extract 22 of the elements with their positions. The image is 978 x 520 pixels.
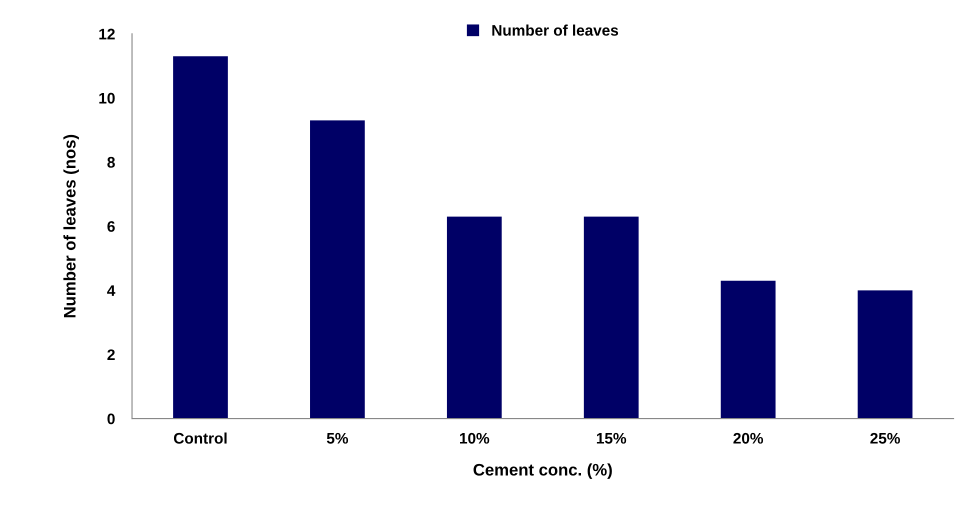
bar (858, 290, 912, 419)
x-tick-label: 10% (460, 432, 490, 444)
x-tick-label: 15% (596, 432, 626, 444)
y-tick-label: 4 (107, 285, 116, 296)
y-tick-label: 12 (99, 28, 115, 40)
bar (720, 280, 776, 419)
bar (173, 56, 228, 419)
bar (584, 216, 639, 419)
x-tick-label: 5% (326, 432, 348, 444)
y-tick-label: 10 (99, 92, 115, 104)
legend-label: Number of leaves (492, 24, 618, 36)
bar (446, 216, 502, 419)
bar (310, 120, 365, 419)
x-tick-label: Control (174, 432, 227, 444)
y-tick-label: 0 (107, 413, 115, 424)
y-axis-title: Number of leaves (nos) (63, 134, 79, 318)
x-axis-title: Cement conc. (%) (474, 463, 612, 479)
x-tick-label: 25% (870, 432, 900, 444)
y-tick-label: 2 (107, 349, 115, 360)
y-tick-label: 8 (107, 156, 115, 168)
x-tick-label: 20% (733, 432, 764, 444)
y-tick-label: 6 (107, 221, 115, 232)
